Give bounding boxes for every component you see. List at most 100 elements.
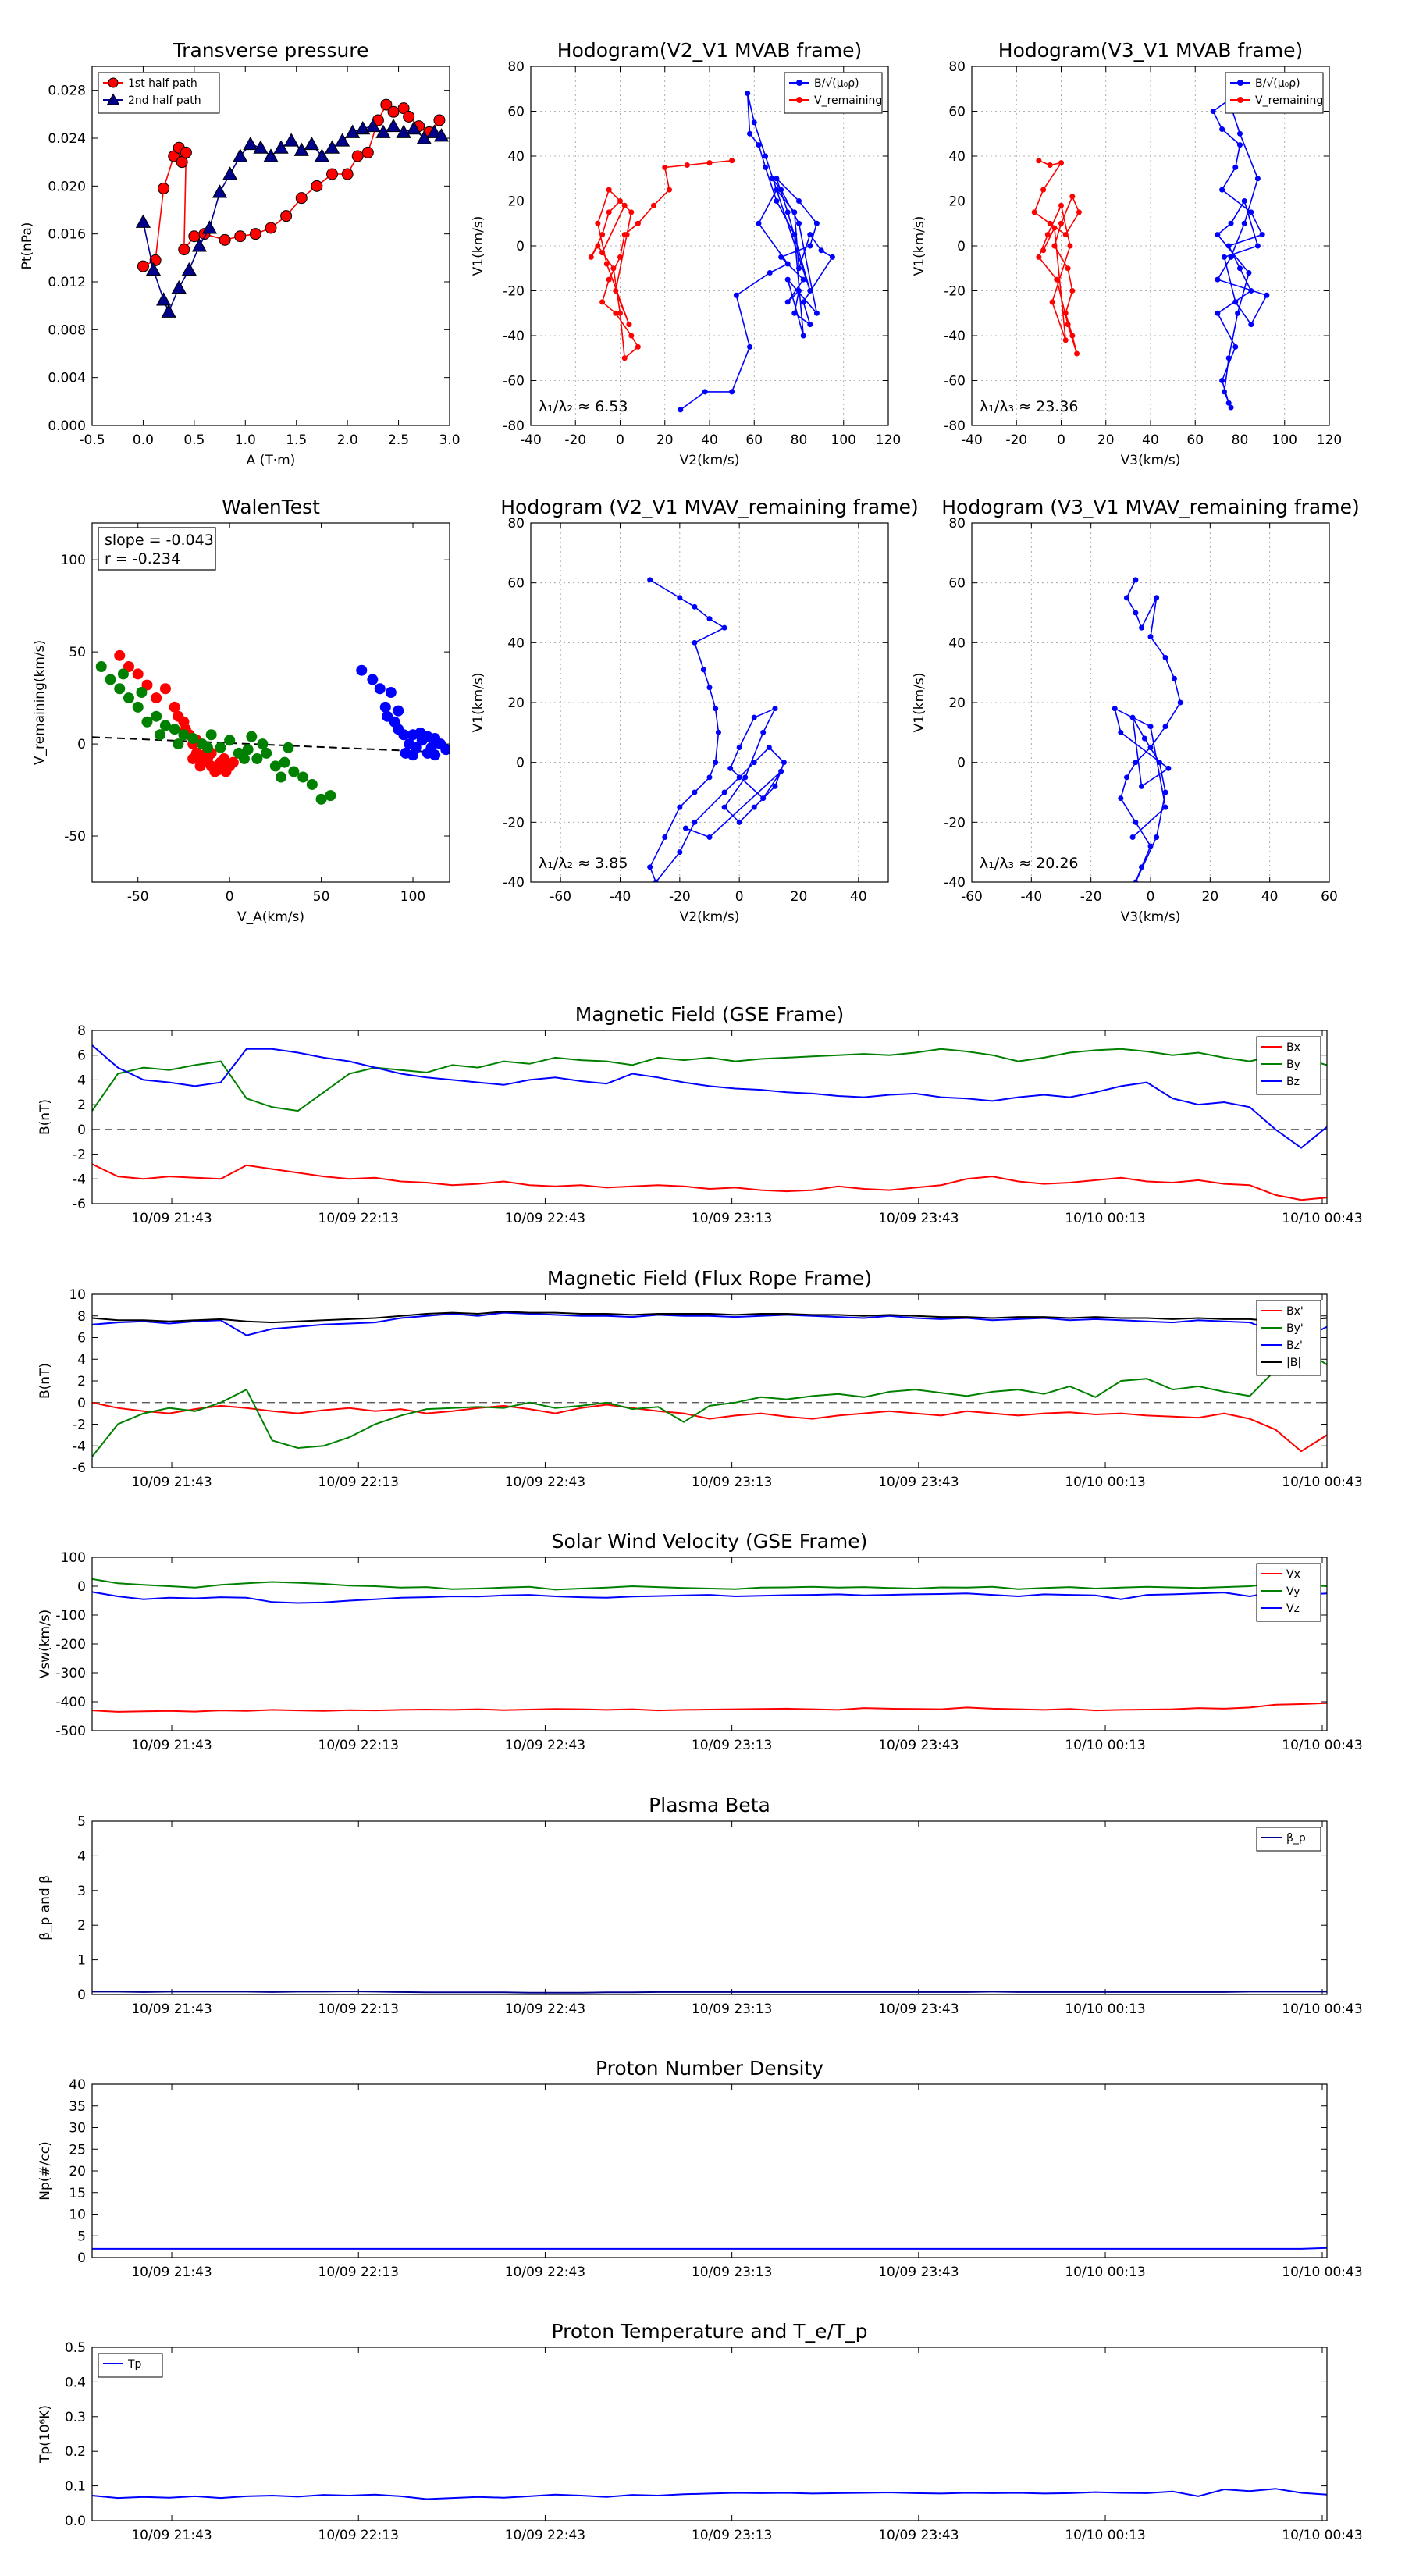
data-point bbox=[677, 804, 683, 810]
chart-title: Magnetic Field (Flux Rope Frame) bbox=[547, 1267, 872, 1290]
data-point bbox=[727, 765, 734, 771]
y-tick-label: 0.3 bbox=[65, 2410, 86, 2425]
data-point bbox=[617, 254, 623, 260]
x-tick-label: 1.5 bbox=[286, 432, 307, 448]
data-point bbox=[224, 735, 236, 746]
y-tick-label: 2 bbox=[77, 1374, 86, 1389]
panel-tp: -0.5 0.0 0.5 1.0 1.5 2.0 2.5 3.0 0.000 0.004 0.008… bbox=[20, 39, 461, 468]
data-point bbox=[403, 110, 415, 123]
data-point bbox=[105, 674, 116, 685]
x-tick-label: 120 bbox=[1317, 432, 1342, 448]
data-point bbox=[684, 162, 690, 168]
stats-text: r = -0.234 bbox=[105, 550, 180, 568]
y-tick-label: -40 bbox=[503, 329, 525, 344]
x-tick-label: 40 bbox=[1261, 889, 1279, 905]
x-tick-label: 20 bbox=[656, 432, 674, 448]
stats-box bbox=[98, 527, 216, 571]
y-tick-label: 0.024 bbox=[48, 131, 86, 147]
data-point bbox=[1237, 97, 1243, 103]
panel-ts4: 0 1 2 3 4 5 Plasma Beta β_p and β 10/09 21:43 10/… bbox=[37, 1794, 1363, 2017]
x-tick-label: -40 bbox=[961, 432, 983, 448]
data-point bbox=[751, 760, 757, 766]
data-point bbox=[747, 343, 753, 350]
y-tick-label: 0 bbox=[957, 756, 966, 771]
y-tick-label: 80 bbox=[507, 59, 525, 75]
x-tick-label: 10/09 23:13 bbox=[692, 2265, 772, 2280]
x-tick-label: 10/09 22:13 bbox=[318, 1738, 399, 1753]
data-point bbox=[279, 756, 290, 768]
y-tick-label: 1 bbox=[77, 1953, 86, 1969]
data-point bbox=[635, 220, 641, 226]
y-tick-label: -80 bbox=[944, 418, 966, 434]
data-point bbox=[251, 753, 263, 764]
data-point bbox=[756, 142, 762, 148]
data-point bbox=[275, 771, 286, 783]
data-point bbox=[729, 389, 735, 395]
data-point bbox=[306, 778, 318, 790]
x-tick-label: -0.5 bbox=[79, 432, 105, 448]
data-point bbox=[1264, 292, 1270, 298]
data-point bbox=[1141, 735, 1147, 742]
x-tick-label: 20 bbox=[791, 889, 808, 905]
data-point bbox=[747, 130, 753, 137]
x-tick-label: 10/09 22:43 bbox=[505, 2265, 585, 2280]
x-tick-label: 10/10 00:43 bbox=[1282, 2528, 1362, 2543]
chart-title: Transverse pressure bbox=[173, 39, 369, 62]
x-tick-label: 10/09 23:43 bbox=[878, 1475, 959, 1490]
legend-box bbox=[98, 2353, 163, 2378]
y-tick-label: 60 bbox=[507, 105, 525, 120]
data-point bbox=[386, 118, 401, 133]
y-axis-label: V_remaining(km/s) bbox=[32, 640, 48, 765]
x-axis-label: V2(km/s) bbox=[680, 909, 740, 925]
series-line-bx- bbox=[92, 1401, 1327, 1453]
panel-ts5: 0 5 10 15 20 25 30 35 40 Proton Number Density Np(… bbox=[37, 2057, 1363, 2280]
x-tick-label: 60 bbox=[1321, 889, 1338, 905]
series-b- bbox=[1210, 97, 1270, 411]
y-axis-label: Pt(nPa) bbox=[20, 222, 35, 270]
series-line-by bbox=[92, 1048, 1327, 1112]
data-point bbox=[367, 674, 379, 685]
data-point bbox=[742, 774, 749, 781]
data-point bbox=[1133, 879, 1139, 882]
data-point bbox=[791, 209, 798, 215]
plot-frame bbox=[91, 2083, 1328, 2258]
y-tick-label: 0 bbox=[77, 1123, 86, 1138]
data-point bbox=[595, 243, 601, 249]
data-point bbox=[1133, 577, 1139, 583]
x-tick-label: 10/09 22:43 bbox=[505, 1475, 585, 1490]
data-point bbox=[188, 230, 201, 243]
data-point bbox=[151, 710, 162, 722]
y-tick-label: -4 bbox=[73, 1439, 86, 1454]
data-point bbox=[796, 198, 802, 204]
x-tick-label: -50 bbox=[127, 889, 149, 905]
data-point bbox=[233, 148, 248, 162]
data-point bbox=[1162, 655, 1168, 660]
data-point bbox=[784, 209, 791, 215]
data-point bbox=[345, 124, 361, 138]
data-point bbox=[692, 603, 698, 610]
x-tick-label: 10/09 22:43 bbox=[505, 2528, 585, 2543]
data-layer bbox=[1031, 97, 1270, 411]
data-point bbox=[700, 667, 706, 673]
x-tick-label: 10/10 00:43 bbox=[1282, 2265, 1362, 2280]
data-point bbox=[599, 250, 606, 256]
y-axis-label: V1(km/s) bbox=[471, 673, 486, 733]
x-tick-label: 10/10 00:43 bbox=[1282, 1738, 1362, 1753]
data-point bbox=[1062, 310, 1069, 316]
data-point bbox=[599, 299, 606, 305]
y-tick-label: 80 bbox=[507, 516, 525, 532]
data-point bbox=[1129, 834, 1136, 840]
x-tick-label: 40 bbox=[1142, 432, 1159, 448]
chart-title: Hodogram(V2_V1 MVAB frame) bbox=[557, 39, 862, 62]
data-point bbox=[751, 804, 757, 810]
y-tick-label: -2 bbox=[73, 1418, 86, 1433]
data-point bbox=[650, 202, 656, 208]
data-point bbox=[1165, 765, 1172, 771]
panel-h2: -40 -20 0 20 40 60 80 100 120 -80 -60 -40 -20 0 20 40 60… bbox=[912, 39, 1342, 468]
data-point bbox=[191, 238, 207, 252]
data-point bbox=[1133, 819, 1139, 825]
data-point bbox=[1237, 265, 1243, 272]
y-tick-label: 40 bbox=[948, 635, 966, 651]
y-axis-label: β_p and β bbox=[37, 1875, 53, 1941]
y-tick-label: 0.5 bbox=[65, 2340, 86, 2356]
